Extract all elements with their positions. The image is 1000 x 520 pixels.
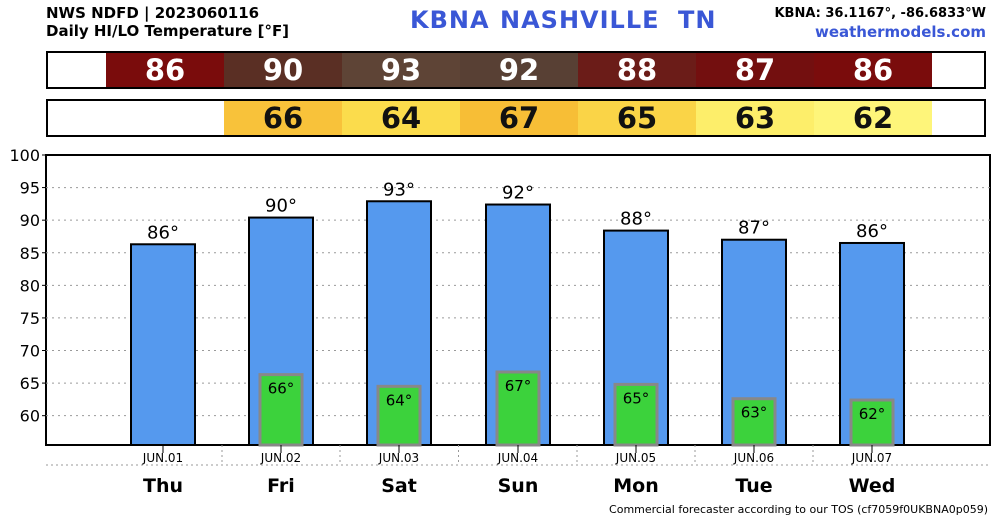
- weekday-label: Wed: [849, 475, 896, 497]
- lo-temp-cell: 65: [578, 101, 696, 135]
- hi-bar-label: 86°: [147, 222, 179, 243]
- header-left: NWS NDFD | 2023060116 Daily HI/LO Temper…: [46, 4, 289, 40]
- lo-bar: [849, 398, 895, 447]
- weekday-label: Sun: [498, 475, 539, 497]
- hi-temp-cell: 86: [106, 53, 224, 87]
- hi-bar-label: 93°: [383, 179, 415, 200]
- lo-temp-strip: 66 64 67 65 63 62: [46, 99, 986, 137]
- y-tick-label: 60: [20, 407, 40, 426]
- lo-bar-label: 67°: [505, 377, 532, 395]
- state-code: TN: [678, 6, 717, 34]
- lo-temp-cell: 63: [696, 101, 814, 135]
- weekday-label: Tue: [735, 475, 772, 497]
- hi-temp-cell: 92: [460, 53, 578, 87]
- weekday-label: Thu: [143, 475, 183, 497]
- weekday-label: Fri: [267, 475, 295, 497]
- weekday-label: Sat: [381, 475, 417, 497]
- y-tick-label: 85: [20, 244, 40, 263]
- chart-title: Daily HI/LO Temperature [°F]: [46, 22, 290, 40]
- lo-temp-cell: [106, 101, 224, 135]
- hi-bar-label: 86°: [856, 221, 888, 242]
- temperature-chart: 60 65 70 75 80 85 90 95 100 86° 90° 93° 92° 88° 87° 86°…: [9, 146, 991, 497]
- y-tick-label: 90: [20, 211, 40, 230]
- y-tick-label: 70: [20, 342, 40, 361]
- station-code: KBNA: [410, 6, 490, 34]
- footer-note: Commercial forecaster according to our T…: [609, 503, 988, 516]
- date-label: JUN.07: [851, 451, 892, 465]
- lo-temp-cell: 66: [224, 101, 342, 135]
- y-tick-label: 65: [20, 374, 40, 393]
- lo-bar-label: 66°: [268, 380, 295, 398]
- header-right: KBNA: 36.1167°, -86.6833°W weathermodels…: [774, 5, 986, 41]
- lo-bar-label: 62°: [859, 405, 886, 423]
- date-label: JUN.05: [615, 451, 656, 465]
- site-link[interactable]: weathermodels.com: [814, 23, 986, 41]
- date-label: JUN.04: [497, 451, 538, 465]
- lo-bar: [731, 397, 777, 447]
- date-label: JUN.06: [733, 451, 774, 465]
- station-coordinates: KBNA: 36.1167°, -86.6833°W: [774, 6, 986, 21]
- hi-temp-cell: 87: [696, 53, 814, 87]
- lo-bar-label: 65°: [623, 389, 650, 407]
- lo-bar: [495, 370, 541, 447]
- lo-bar: [613, 382, 659, 447]
- lo-temp-cell: 62: [814, 101, 932, 135]
- lo-temp-cell: 67: [460, 101, 578, 135]
- lo-bar: [258, 373, 304, 447]
- y-tick-label: 100: [9, 146, 40, 165]
- hi-temp-cell: 90: [224, 53, 342, 87]
- lo-bar-label: 63°: [741, 404, 768, 422]
- date-label: JUN.02: [260, 451, 301, 465]
- y-tick-label: 75: [20, 309, 40, 328]
- lo-temp-cell: 64: [342, 101, 460, 135]
- weekday-label: Mon: [613, 475, 659, 497]
- hi-temp-cell: 86: [814, 53, 932, 87]
- hi-bar: [130, 243, 196, 446]
- date-label: JUN.01: [142, 451, 183, 465]
- source-label: NWS NDFD | 2023060116: [46, 4, 260, 22]
- y-tick-label: 95: [20, 179, 40, 198]
- hi-bar-label: 88°: [620, 209, 652, 230]
- hi-bar-label: 90°: [265, 196, 297, 217]
- hi-temp-cell: 93: [342, 53, 460, 87]
- hi-bar-label: 87°: [738, 218, 770, 239]
- city-name: NASHVILLE: [500, 6, 660, 34]
- y-tick-label: 80: [20, 276, 40, 295]
- date-label: JUN.03: [378, 451, 419, 465]
- lo-bar-label: 64°: [386, 391, 413, 409]
- hi-temp-cell: 88: [578, 53, 696, 87]
- hi-bar-label: 92°: [502, 183, 534, 204]
- hi-temp-strip: 86 90 93 92 88 87 86: [46, 51, 986, 89]
